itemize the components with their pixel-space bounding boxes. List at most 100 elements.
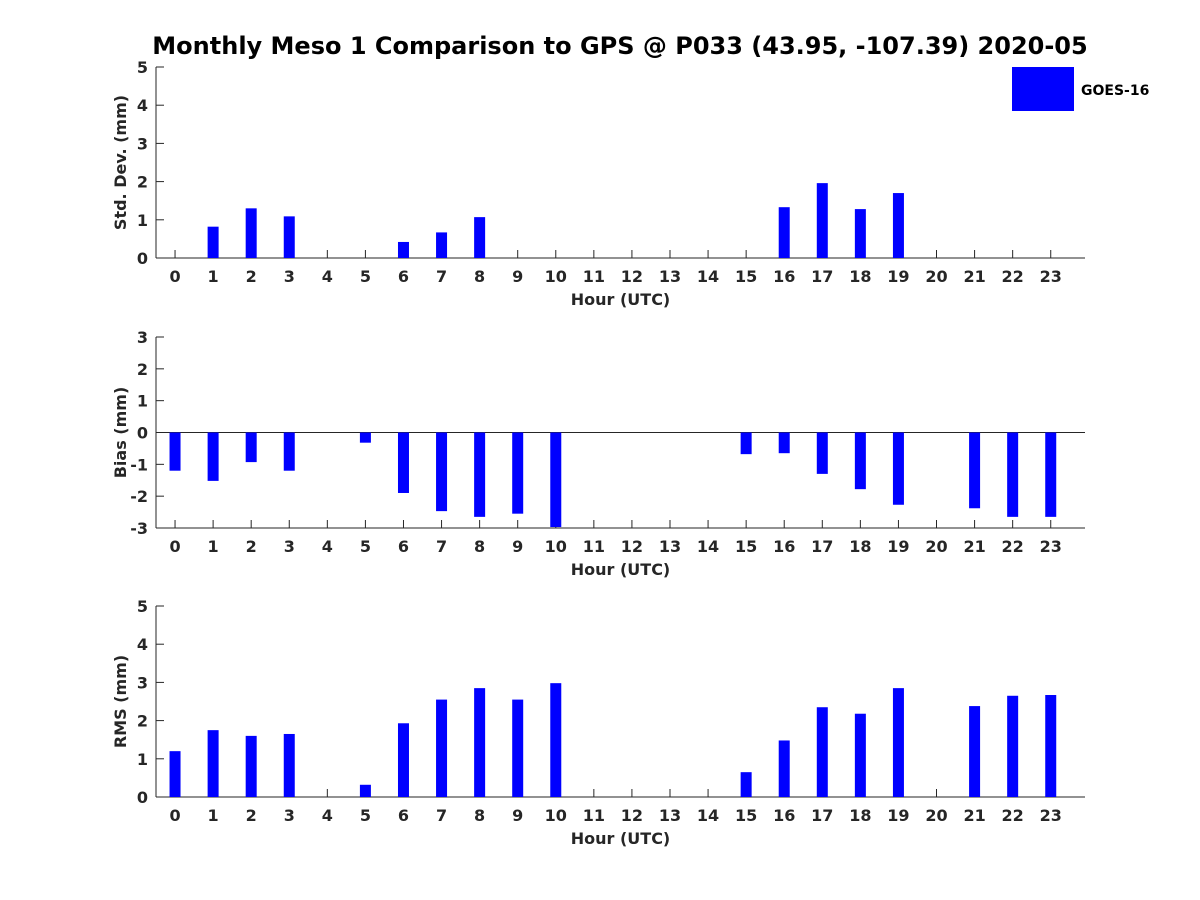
bar-hour-18 [854, 432, 866, 490]
x-tick-label: 6 [398, 806, 409, 825]
x-tick-label: 13 [659, 537, 681, 556]
bar-hour-8 [474, 217, 486, 258]
x-tick-label: 2 [246, 806, 257, 825]
bar-hour-10 [550, 432, 562, 528]
x-tick-label: 0 [169, 537, 180, 556]
y-tick-label: 4 [137, 96, 148, 115]
x-tick-label: 21 [963, 806, 985, 825]
bar-hour-21 [969, 432, 981, 509]
x-tick-label: 20 [925, 806, 947, 825]
bar-hour-17 [816, 432, 828, 474]
bar-hour-15 [740, 432, 752, 455]
bar-hour-17 [816, 183, 828, 258]
x-tick-label: 23 [1040, 806, 1062, 825]
x-tick-label: 4 [322, 537, 333, 556]
x-tick-label: 18 [849, 267, 871, 286]
bar-hour-2 [245, 208, 257, 258]
x-tick-label: 15 [735, 537, 757, 556]
y-tick-label: 5 [137, 58, 148, 77]
bar-hour-6 [397, 723, 409, 797]
bar-hour-18 [854, 209, 866, 258]
x-tick-label: 3 [284, 537, 295, 556]
x-tick-label: 14 [697, 537, 719, 556]
legend: GOES-16 [1012, 67, 1149, 111]
bar-hour-5 [359, 432, 371, 443]
x-tick-label: 1 [208, 267, 219, 286]
x-tick-label: 5 [360, 806, 371, 825]
x-tick-label: 19 [887, 806, 909, 825]
bar-hour-2 [245, 735, 257, 797]
x-tick-label: 3 [284, 806, 295, 825]
x-tick-label: 16 [773, 806, 795, 825]
x-tick-label: 5 [360, 267, 371, 286]
bar-hour-3 [283, 432, 295, 471]
x-tick-label: 19 [887, 537, 909, 556]
bar-hour-7 [436, 699, 448, 797]
x-tick-label: 21 [963, 267, 985, 286]
y-tick-label: 3 [137, 328, 148, 347]
bar-hour-7 [436, 232, 448, 258]
bar-hour-22 [1007, 695, 1019, 797]
bar-hour-23 [1045, 695, 1057, 797]
bar-hour-3 [283, 733, 295, 797]
x-tick-label: 10 [545, 806, 567, 825]
x-tick-label: 13 [659, 806, 681, 825]
bar-hour-9 [512, 699, 524, 797]
x-tick-label: 23 [1040, 267, 1062, 286]
legend-label: GOES-16 [1081, 83, 1149, 99]
bar-hour-10 [550, 683, 562, 797]
chart-title: Monthly Meso 1 Comparison to GPS @ P033 … [152, 32, 1087, 60]
bar-hour-17 [816, 707, 828, 797]
x-tick-label: 1 [208, 806, 219, 825]
x-tick-label: 22 [1002, 806, 1024, 825]
x-tick-label: 0 [169, 267, 180, 286]
x-tick-label: 21 [963, 537, 985, 556]
x-tick-label: 6 [398, 267, 409, 286]
bar-hour-9 [512, 432, 524, 514]
bar-hour-19 [892, 193, 904, 258]
bar-hour-8 [474, 432, 486, 517]
x-tick-label: 17 [811, 267, 833, 286]
x-tick-label: 9 [512, 537, 523, 556]
y-tick-label: 0 [137, 424, 148, 443]
x-tick-label: 10 [545, 267, 567, 286]
x-tick-label: 5 [360, 537, 371, 556]
x-tick-label: 11 [583, 537, 605, 556]
x-tick-label: 19 [887, 267, 909, 286]
bar-hour-19 [892, 688, 904, 797]
x-tick-label: 18 [849, 806, 871, 825]
x-tick-label: 7 [436, 806, 447, 825]
y-tick-label: -3 [130, 519, 148, 538]
y-tick-label: 0 [137, 788, 148, 807]
x-tick-label: 1 [208, 537, 219, 556]
bar-hour-2 [245, 432, 257, 463]
x-axis-label: Hour (UTC) [571, 560, 671, 579]
bar-hour-15 [740, 772, 752, 797]
bar-hour-19 [892, 432, 904, 505]
x-tick-label: 20 [925, 267, 947, 286]
y-axis-label: RMS (mm) [111, 655, 130, 748]
y-tick-label: 2 [137, 360, 148, 379]
x-tick-label: 18 [849, 537, 871, 556]
x-tick-label: 22 [1002, 537, 1024, 556]
bar-hour-1 [207, 226, 219, 258]
x-tick-label: 12 [621, 806, 643, 825]
bar-hour-16 [778, 432, 790, 454]
y-tick-label: -2 [130, 487, 148, 506]
bar-hour-7 [436, 432, 448, 512]
y-tick-label: 3 [137, 673, 148, 692]
bar-hour-0 [169, 432, 181, 471]
bar-hour-23 [1045, 432, 1057, 517]
x-tick-label: 12 [621, 537, 643, 556]
x-tick-label: 12 [621, 267, 643, 286]
x-tick-label: 22 [1002, 267, 1024, 286]
x-tick-label: 4 [322, 806, 333, 825]
x-tick-label: 17 [811, 806, 833, 825]
bar-hour-0 [169, 751, 181, 797]
x-tick-label: 8 [474, 806, 485, 825]
y-tick-label: 2 [137, 173, 148, 192]
